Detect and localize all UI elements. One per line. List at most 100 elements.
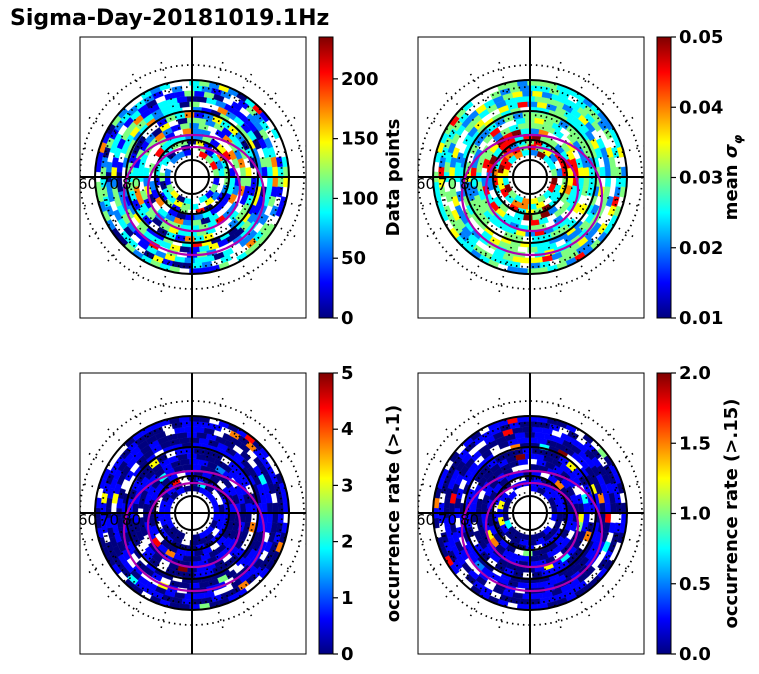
heatmap-cell: [529, 464, 540, 471]
radial-grid-line: [534, 60, 562, 158]
radial-grid-line: [80, 146, 173, 173]
radial-grid-line: [205, 427, 278, 500]
heatmap-cell: [184, 426, 195, 433]
radial-grid-line: [87, 452, 176, 504]
heatmap-cell: [245, 176, 252, 187]
radial-grid-line: [549, 181, 644, 209]
heatmap-cell: [182, 555, 193, 562]
radial-grid-line: [469, 72, 521, 161]
radial-grid-line: [543, 91, 616, 164]
radial-grid-line: [498, 196, 526, 294]
colorbar-label: Data points: [383, 119, 404, 237]
latitude-label: 70: [100, 511, 119, 529]
radial-grid-line: [131, 72, 183, 161]
heatmap-cell: [183, 485, 193, 493]
radial-grid-line: [196, 60, 224, 158]
heatmap-cell: [266, 502, 274, 514]
heatmap-cell: [171, 85, 183, 94]
panel-plot-area: 60 70 80: [418, 373, 644, 654]
colorbar-tick-label: 0.03: [679, 168, 723, 189]
oval-contour-inner: [484, 481, 580, 569]
radial-grid-line: [160, 60, 188, 158]
colorbar-tick-label: 0.05: [679, 27, 723, 48]
radial-grid-line: [546, 186, 635, 238]
heatmap-cell: [610, 166, 617, 178]
heatmap-cell: [567, 512, 574, 523]
colorbar-gradient: [318, 36, 334, 319]
heatmap-cell: [191, 85, 203, 92]
heatmap-cell: [184, 90, 195, 97]
heatmap-cell: [204, 196, 215, 207]
radial-grid-line: [87, 522, 176, 574]
heatmap-cell: [272, 512, 279, 524]
radial-grid-line: [211, 145, 306, 173]
heatmap-cell: [520, 128, 531, 135]
heatmap-cell: [179, 101, 190, 108]
radial-grid-line: [549, 517, 644, 545]
heatmap-cell: [191, 262, 203, 269]
heatmap-cell: [164, 168, 172, 178]
heatmap-cell: [519, 598, 531, 605]
heatmap-cell: [599, 502, 606, 514]
colorbar: 0 1 2 3 4 5 occurrence rate (>.1): [318, 363, 404, 665]
heatmap-cell: [583, 167, 590, 178]
radial-grid-line: [444, 526, 517, 599]
heatmap-cell: [261, 502, 268, 514]
heatmap-cell: [604, 166, 612, 178]
radial-grid-line: [425, 116, 514, 168]
radial-grid-line: [469, 408, 521, 497]
heatmap-cell: [590, 447, 602, 460]
oval-contour-inner: [146, 145, 242, 233]
heatmap-cell: [191, 598, 203, 605]
heatmap-cell: [191, 464, 202, 471]
heatmap-cell: [179, 437, 190, 444]
heatmap-cell: [194, 426, 205, 434]
colorbar-tick-label: 200: [341, 69, 379, 90]
latitude-label: 60: [78, 175, 97, 193]
colorbar-tick-label: 5: [341, 363, 354, 384]
heatmap-cell: [191, 219, 202, 226]
latitude-label: 80: [460, 175, 479, 193]
heatmap-cell: [182, 219, 193, 226]
heatmap-cell: [272, 502, 279, 514]
heatmap-cell: [529, 555, 540, 562]
radial-grid-line: [444, 427, 517, 500]
radial-grid-line: [498, 396, 526, 494]
radial-grid-line: [205, 190, 278, 263]
heatmap-cell: [604, 176, 612, 188]
heatmap-cell: [507, 490, 518, 501]
heatmap-cell: [277, 176, 284, 188]
heatmap-cell: [481, 503, 488, 514]
heatmap-cell: [444, 191, 453, 203]
heatmap-cell: [272, 176, 279, 188]
heatmap-cell: [520, 555, 531, 562]
heatmap-cell: [464, 573, 477, 585]
heatmap-cell: [179, 246, 190, 253]
latitude-label: 80: [460, 511, 479, 529]
heatmap-cell: [194, 90, 205, 98]
radial-grid-line: [425, 452, 514, 504]
heatmap-cell: [277, 166, 284, 178]
colorbar-label: mean σφ: [721, 134, 745, 220]
heatmap-cell: [277, 502, 284, 514]
heatmap-cell: [532, 592, 543, 600]
heatmap-cell: [604, 512, 612, 524]
radial-grid-line: [208, 186, 297, 238]
radial-grid-line: [80, 482, 173, 509]
radial-grid-line: [201, 408, 253, 497]
heatmap-cell: [529, 219, 540, 226]
colorbar-tick-label: 50: [341, 248, 366, 269]
colorbar-tick-label: 3: [341, 475, 354, 496]
heatmap-cell: [577, 167, 585, 178]
heatmap-cell: [529, 421, 541, 428]
colorbar: 0 50 100 150 200 Data points: [318, 36, 404, 329]
colorbar-tick-label: 2.0: [679, 363, 711, 384]
colorbar-tick-label: 0.04: [679, 97, 723, 118]
colorbar-tick-label: 1: [341, 588, 354, 609]
colorbar-label: occurrence rate (>.1): [383, 405, 404, 622]
latitude-label: 60: [416, 175, 435, 193]
radial-grid-line: [469, 193, 521, 282]
radial-grid-line: [205, 526, 278, 599]
colorbar: 0.0 0.5 1.0 1.5 2.0 occurrence rate (>.15): [656, 363, 742, 665]
